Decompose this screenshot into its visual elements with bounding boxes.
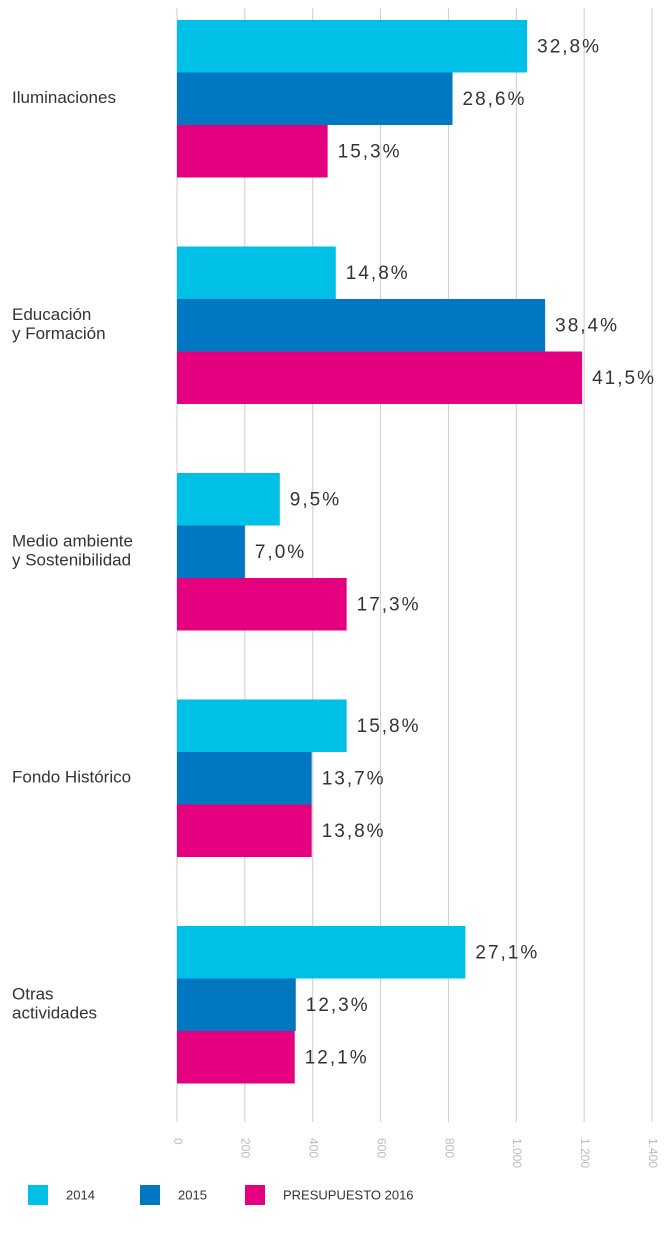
bar: [177, 1031, 295, 1084]
bar: [177, 246, 336, 299]
bar: [177, 578, 347, 631]
value-label: 27,1%: [475, 942, 539, 963]
bar: [177, 699, 347, 752]
bar: [177, 72, 453, 125]
legend-label: 2015: [178, 1187, 207, 1202]
value-label: 9,5%: [290, 489, 341, 510]
category-label: y Sostenibilidad: [12, 551, 131, 570]
bar: [177, 351, 583, 404]
category-label: Otras: [12, 985, 54, 1004]
value-label: 12,1%: [305, 1047, 369, 1068]
value-label: 14,8%: [346, 263, 410, 284]
legend-swatch: [140, 1185, 160, 1205]
legend-label: 2014: [66, 1187, 95, 1202]
category-label: Medio ambiente: [12, 532, 133, 551]
value-label: 41,5%: [592, 368, 656, 389]
value-label: 15,8%: [357, 716, 421, 737]
x-tick-label: 400: [307, 1138, 321, 1158]
bar: [177, 804, 312, 857]
category-label: Educación: [12, 305, 91, 324]
x-tick-label: 800: [442, 1138, 456, 1158]
x-tick-label: 1.200: [578, 1138, 592, 1168]
x-tick-label: 0: [171, 1138, 185, 1145]
category-label: actividades: [12, 1004, 97, 1023]
bar: [177, 752, 312, 805]
value-label: 28,6%: [463, 89, 527, 110]
bar: [177, 299, 546, 352]
bar: [177, 20, 528, 73]
value-label: 17,3%: [357, 594, 421, 615]
category-label: Iluminaciones: [12, 88, 116, 107]
value-label: 13,8%: [322, 821, 386, 842]
legend-swatch: [245, 1185, 265, 1205]
bar: [177, 525, 245, 578]
x-tick-label: 1.400: [646, 1138, 660, 1168]
bar: [177, 926, 466, 979]
bar: [177, 978, 296, 1031]
legend-swatch: [28, 1185, 48, 1205]
value-label: 12,3%: [306, 995, 370, 1016]
category-label: y Formación: [12, 324, 106, 343]
value-label: 32,8%: [537, 36, 601, 57]
value-label: 15,3%: [338, 141, 402, 162]
category-label: Fondo Histórico: [12, 768, 131, 787]
bar: [177, 473, 280, 526]
value-label: 13,7%: [322, 768, 386, 789]
x-tick-label: 200: [239, 1138, 253, 1158]
x-tick-label: 1.000: [510, 1138, 524, 1168]
value-label: 38,4%: [555, 315, 619, 336]
x-tick-label: 600: [374, 1138, 388, 1158]
legend-label: PRESUPUESTO 2016: [283, 1187, 414, 1202]
bar: [177, 125, 328, 178]
value-label: 7,0%: [255, 542, 306, 563]
